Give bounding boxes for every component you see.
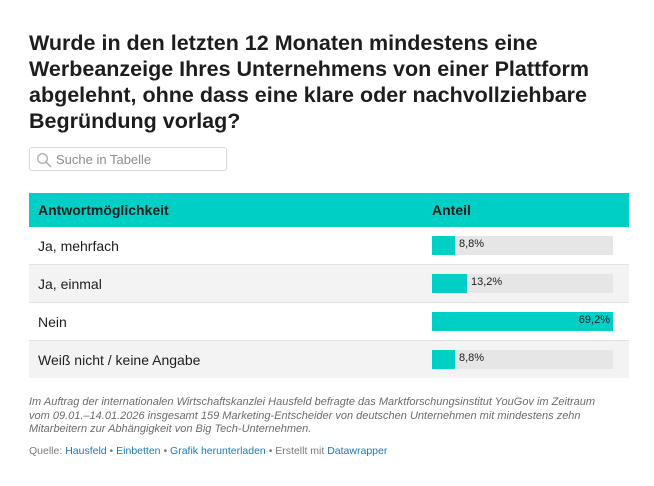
bar-track: 8,8%	[432, 236, 613, 255]
share-cell: 8,8%	[428, 340, 629, 378]
bar-value-label: 13,2%	[471, 276, 503, 288]
column-header-share[interactable]: Anteil	[428, 193, 629, 227]
datawrapper-link[interactable]: Datawrapper	[327, 445, 388, 457]
bar	[432, 236, 455, 255]
bar-track: 8,8%	[432, 350, 613, 369]
share-cell: 8,8%	[428, 227, 629, 265]
bar-track: 13,2%	[432, 274, 613, 293]
table-row: Ja, mehrfach 8,8%	[29, 227, 629, 265]
embed-link[interactable]: Einbetten	[116, 445, 161, 457]
download-link[interactable]: Grafik herunterladen	[170, 445, 266, 457]
bar-value-label: 8,8%	[459, 238, 485, 250]
source-prefix: Quelle:	[29, 445, 66, 457]
chart-title: Wurde in den letzten 12 Monaten mindeste…	[29, 31, 589, 133]
chart-notes: Im Auftrag der internationalen Wirtschaf…	[29, 396, 596, 435]
separator: •	[106, 445, 117, 457]
table-row: Nein 69,2%	[29, 302, 629, 341]
column-header-answer[interactable]: Antwortmöglichkeit	[29, 193, 428, 227]
search-icon	[36, 152, 52, 168]
answer-label: Weiß nicht / keine Angabe	[29, 340, 428, 378]
answer-label: Ja, mehrfach	[29, 227, 428, 265]
data-table: Antwortmöglichkeit Anteil Ja, mehrfach 8,…	[29, 193, 629, 378]
share-cell: 69,2%	[428, 302, 629, 341]
table-row: Ja, einmal 13,2%	[29, 264, 629, 303]
created-with: Erstellt mit	[275, 445, 328, 457]
answer-label: Ja, einmal	[29, 264, 428, 303]
bar-value-label: 69,2%	[578, 314, 610, 326]
source-link[interactable]: Hausfeld	[65, 445, 107, 457]
separator: •	[160, 445, 171, 457]
bar	[432, 350, 455, 369]
bar-track: 69,2%	[432, 312, 613, 331]
share-cell: 13,2%	[428, 264, 629, 303]
separator: •	[265, 445, 276, 457]
table-header-row: Antwortmöglichkeit Anteil	[29, 193, 629, 227]
answer-label: Nein	[29, 302, 428, 341]
bar	[432, 312, 613, 331]
bar-value-label: 8,8%	[459, 352, 485, 364]
table-row: Weiß nicht / keine Angabe 8,8%	[29, 340, 629, 378]
search-input[interactable]	[56, 150, 221, 168]
table-search[interactable]	[29, 147, 227, 171]
bar	[432, 274, 467, 293]
table-body: Ja, mehrfach 8,8% Ja, einmal 13,2% Nein 69,2%…	[29, 227, 629, 378]
chart-footer: Quelle: Hausfeld • Einbetten • Grafik he…	[29, 445, 387, 457]
